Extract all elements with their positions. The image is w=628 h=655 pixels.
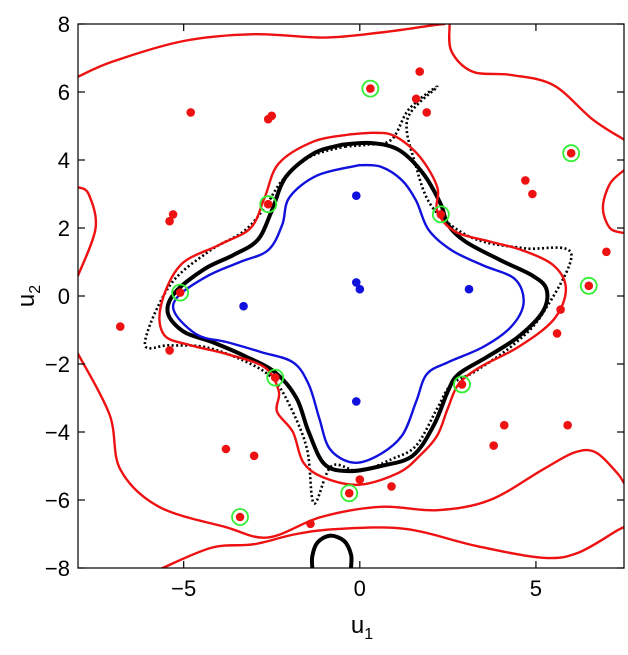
blue-point-2-4 [464, 284, 474, 294]
support-ring-2 [431, 205, 450, 224]
red-solid-curve-11 [78, 352, 624, 539]
y-axis-label-main: u [13, 294, 40, 307]
y-tick-label-8: 8 [58, 12, 70, 37]
red-point-0-17 [602, 247, 611, 257]
red-point-0-13 [552, 329, 562, 338]
red-point-1-4 [584, 281, 594, 291]
blue-point-2-5 [351, 397, 361, 406]
red-solid-curve-12 [161, 526, 624, 568]
y-tick-label-7: 6 [58, 80, 70, 105]
data-points [115, 67, 611, 529]
red-solid-curve-10 [601, 169, 624, 235]
red-point-0-16 [563, 420, 572, 430]
black-solid-thick-curve-3 [165, 140, 550, 474]
blue-point-2-3 [355, 284, 365, 294]
axis-ticks [78, 23, 624, 569]
y-tick-label-2: −4 [45, 420, 70, 445]
x-tick-label-2: 5 [530, 576, 542, 601]
red-point-0-9 [528, 189, 537, 199]
y-axis-label: u2 [13, 285, 44, 307]
y-tick-label-5: 2 [58, 216, 70, 241]
red-point-0-21 [387, 482, 396, 491]
support-ring-7 [453, 375, 471, 394]
red-solid-curve-9 [78, 186, 98, 277]
boundary-curves [78, 24, 624, 568]
red-point-0-5 [267, 111, 277, 121]
plot-frame [77, 23, 625, 569]
support-ring-3 [259, 195, 278, 214]
red-point-1-1 [566, 148, 576, 158]
y-tick-label-4: 0 [58, 284, 70, 309]
red-solid-curve-7 [78, 24, 446, 78]
red-point-0-6 [168, 210, 178, 219]
y-tick-label-0: −8 [45, 556, 70, 581]
black-solid-thick-curve-13 [309, 533, 354, 568]
red-point-0-1 [411, 94, 421, 104]
red-point-1-9 [235, 512, 245, 522]
support-ring-4 [579, 276, 598, 295]
red-point-1-7 [457, 380, 467, 389]
red-point-1-2 [436, 210, 446, 219]
support-ring-0 [361, 79, 380, 98]
support-ring-9 [231, 508, 249, 526]
red-point-1-8 [344, 488, 354, 498]
red-point-0-2 [422, 108, 432, 117]
blue-solid-curve-5 [171, 163, 525, 465]
red-point-0-14 [499, 420, 509, 430]
support-ring-5 [171, 283, 190, 302]
blue-point-2-2 [351, 278, 361, 287]
x-axis-label: u1 [351, 612, 373, 643]
x-axis-label-sub: 1 [364, 626, 373, 643]
black-dotted-curve-4 [143, 85, 573, 505]
y-tick-label-3: −2 [45, 352, 70, 377]
y-axis-label-sub: 2 [27, 285, 44, 294]
red-point-0-20 [355, 475, 365, 484]
red-point-0-19 [249, 451, 259, 461]
support-ring-1 [562, 144, 581, 163]
red-point-0-12 [556, 305, 565, 314]
x-axis-label-main: u [351, 612, 364, 639]
red-solid-curve-6 [158, 131, 568, 486]
red-point-0-15 [489, 441, 498, 450]
x-tick-label-1: 0 [354, 576, 366, 601]
red-point-0-8 [521, 176, 530, 185]
blue-point-2-0 [351, 191, 361, 200]
red-point-0-0 [415, 67, 424, 76]
red-point-1-3 [263, 199, 273, 209]
red-point-0-10 [115, 322, 125, 331]
support-ring-8 [340, 484, 359, 503]
tick-labels: −5 0 5 −8 −6 −4 −2 0 2 4 6 8 [45, 12, 542, 601]
red-point-0-7 [165, 216, 174, 226]
red-point-1-6 [270, 373, 280, 382]
support-ring-6 [266, 368, 285, 387]
y-tick-label-1: −6 [45, 488, 70, 513]
red-solid-curve-8 [447, 24, 624, 141]
red-point-0-22 [306, 519, 315, 529]
red-point-0-18 [221, 444, 231, 454]
red-point-0-3 [186, 108, 196, 117]
red-point-0-11 [165, 346, 174, 355]
red-point-1-5 [175, 288, 185, 297]
blue-point-2-1 [239, 301, 248, 311]
y-tick-label-6: 4 [58, 148, 70, 173]
x-tick-label-0: −5 [171, 576, 196, 601]
red-point-1-0 [366, 84, 375, 93]
